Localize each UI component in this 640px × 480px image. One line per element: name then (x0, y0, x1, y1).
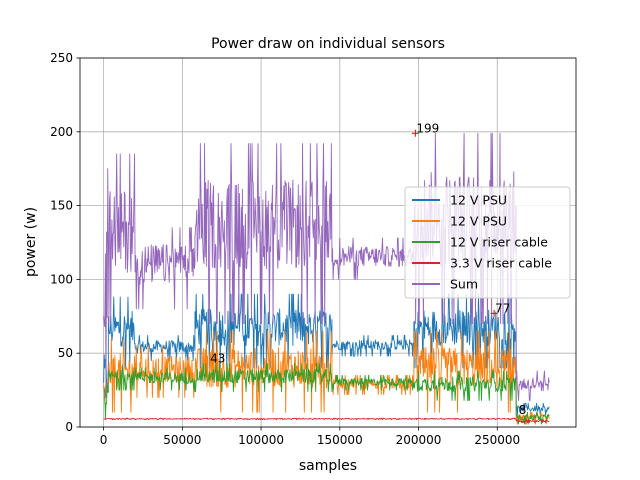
axes-frame (79, 57, 577, 428)
x-axis-label: samples (299, 458, 357, 474)
chart-title: Power draw on individual sensors (211, 36, 445, 52)
annotations: 199 77 43 8 (210, 121, 526, 417)
x-tick-label: 150000 (317, 433, 363, 447)
series-line-2 (103, 363, 550, 425)
y-tick-label: 50 (58, 346, 73, 360)
x-tick-label: 50000 (163, 433, 201, 447)
legend-label: 12 V riser cable (450, 235, 548, 250)
legend-label: 12 V PSU (450, 193, 507, 208)
series-line-1 (103, 330, 550, 425)
y-tick-label: 150 (50, 199, 73, 213)
legend-label: 12 V PSU (450, 214, 507, 229)
x-tick-label: 100000 (238, 433, 284, 447)
y-axis-label: power (w) (23, 207, 39, 277)
x-tick-label: 250000 (474, 433, 520, 447)
y-tick-label: 200 (50, 125, 73, 139)
series-line-3 (103, 417, 550, 424)
y-axis-ticks: 0 50 100 150 200 250 (50, 51, 80, 434)
annotation-label: 77 (495, 301, 510, 315)
y-tick-label: 250 (50, 51, 73, 65)
legend-box (404, 186, 571, 299)
series-line-0 (103, 293, 550, 416)
annotation-label: 43 (210, 352, 225, 366)
x-tick-label: 200000 (396, 433, 442, 447)
legend: 12 V PSU 12 V PSU 12 V riser cable 3.3 V ri… (404, 186, 571, 299)
y-tick-label: 0 (65, 420, 73, 434)
annotation-label: 199 (416, 121, 439, 135)
x-tick-label: 0 (100, 433, 108, 447)
annotation-label: 8 (519, 403, 527, 417)
y-tick-label: 100 (50, 272, 73, 286)
legend-label: Sum (450, 277, 478, 292)
legend-label: 3.3 V riser cable (450, 256, 552, 271)
x-axis-ticks: 0 50000 100000 150000 200000 250000 (100, 427, 520, 447)
